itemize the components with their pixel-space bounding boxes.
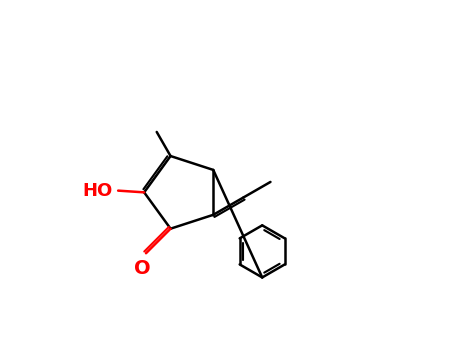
Text: HO: HO (83, 182, 113, 199)
Text: O: O (133, 259, 150, 279)
